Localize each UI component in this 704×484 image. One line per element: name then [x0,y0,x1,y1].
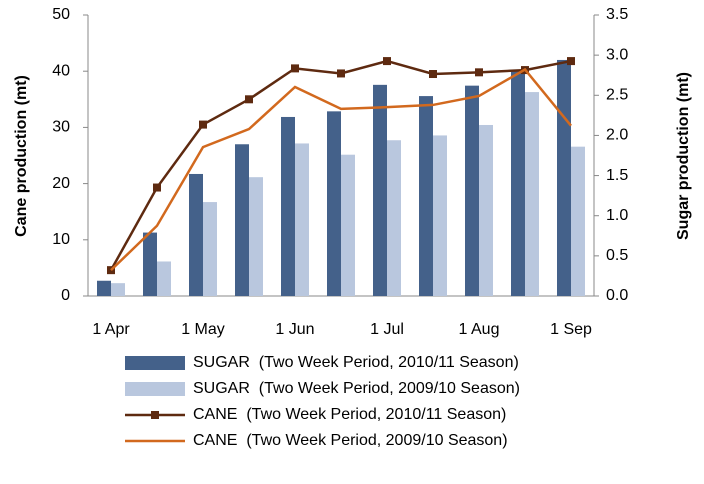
bar [341,154,355,296]
marker [383,57,391,66]
y-tick-label: 30 [52,119,70,136]
bar [571,146,585,296]
y-tick-label: 0 [61,287,70,304]
y2-tick-label: 1.0 [606,207,628,224]
legend-marker [151,411,159,419]
bar [511,71,525,296]
y2-tick-label: 0.5 [606,247,628,264]
x-tick-label: 1 Aug [459,321,500,338]
marker [291,64,299,73]
legend-label: SUGAR (Two Week Period, 2009/10 Season) [193,380,520,397]
bar [189,173,203,296]
legend-label: CANE (Two Week Period, 2010/11 Season) [193,406,506,423]
bar [479,124,493,297]
bar [373,84,387,296]
legend-label: CANE (Two Week Period, 2009/10 Season) [193,432,508,449]
bar [249,177,263,296]
bar [295,143,309,296]
bar [157,261,171,296]
y2-tick-label: 3.0 [606,46,628,63]
y2-tick-label: 1.5 [606,167,628,184]
legend-swatch [125,356,185,370]
bar [433,135,447,296]
bar [203,202,217,296]
y-tick-label: 10 [52,231,70,248]
marker [429,70,437,79]
y2-tick-label: 2.5 [606,87,628,104]
bar [143,232,157,296]
marker [475,68,483,77]
y2-tick-label: 2.0 [606,127,628,144]
x-tick-label: 1 Apr [92,321,130,338]
marker [567,57,575,66]
y2-tick-label: 3.5 [606,6,628,23]
y-tick-label: 50 [52,6,70,23]
bar [525,92,539,297]
bar [387,140,401,296]
bar [235,144,249,296]
bar [111,283,125,296]
y2-axis-title: Sugar production (mt) [675,72,692,240]
x-tick-label: 1 Sep [550,321,592,338]
marker [199,120,207,129]
x-tick-label: 1 Jul [370,321,404,338]
x-tick-label: 1 May [181,321,225,338]
marker [337,69,345,78]
x-tick-label: 1 Jun [275,321,314,338]
y-tick-label: 20 [52,175,70,192]
bar [281,116,295,296]
bar [419,96,433,297]
legend-swatch [125,382,185,396]
bar [557,59,571,297]
y2-tick-label: 0.0 [606,287,628,304]
bar [97,280,111,296]
line [110,67,572,272]
marker [153,183,161,192]
legend-label: SUGAR (Two Week Period, 2010/11 Season) [193,354,519,371]
bar [465,85,479,296]
bar [327,111,341,296]
marker [245,95,253,104]
y-axis-title: Cane production (mt) [13,75,30,237]
y-tick-label: 40 [52,62,70,79]
